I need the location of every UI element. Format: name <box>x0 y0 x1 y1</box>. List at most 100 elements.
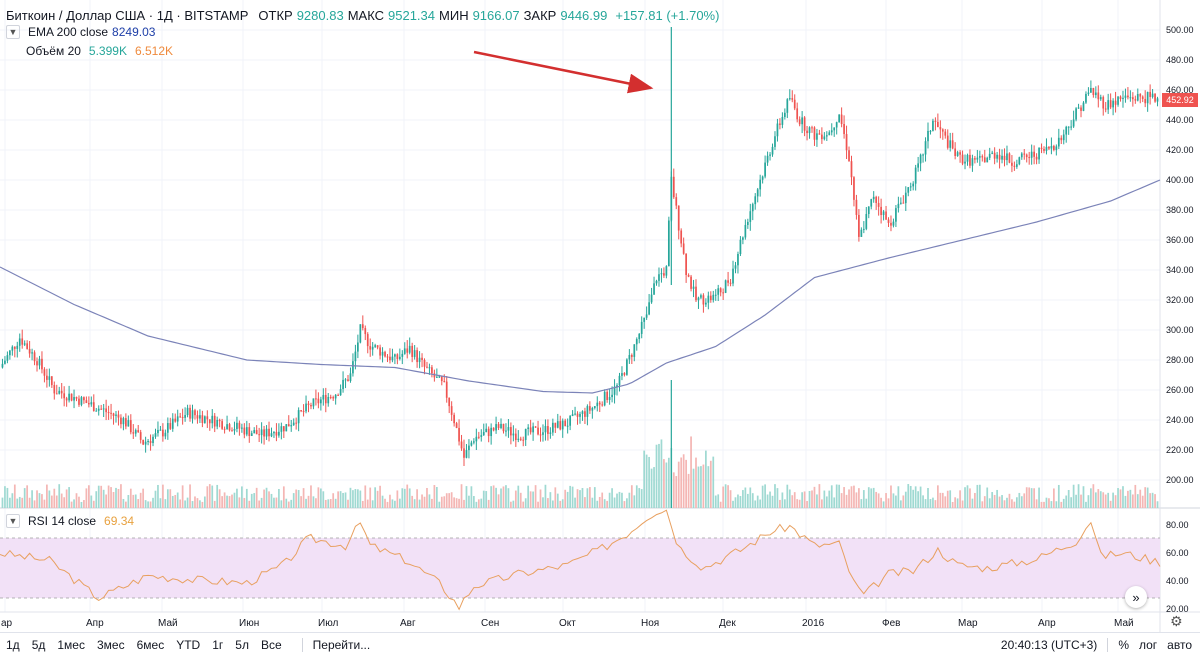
range-5d[interactable]: 5д <box>31 638 46 652</box>
volume-bar <box>981 501 984 508</box>
candle-body <box>986 157 989 163</box>
candle-body <box>23 343 26 345</box>
volume-bar <box>779 499 781 508</box>
candle-body <box>833 127 836 131</box>
candle-body <box>885 211 887 220</box>
candle-body <box>692 286 695 289</box>
range-5y[interactable]: 5л <box>235 638 249 652</box>
range-1d[interactable]: 1д <box>6 638 20 652</box>
candle-body <box>292 422 295 426</box>
volume-bar <box>41 494 43 508</box>
symbol-title[interactable]: Биткоин / Доллар США · 1Д · BITSTAMP <box>6 8 249 23</box>
percent-toggle[interactable]: % <box>1118 638 1129 652</box>
chart-canvas[interactable]: 500.00 480.00 460.00 440.00 420.00 400.00 380.… <box>0 0 1200 632</box>
candle-body <box>83 397 85 401</box>
auto-toggle[interactable]: авто <box>1167 638 1192 652</box>
candle-body <box>628 355 631 360</box>
volume-bar <box>941 492 944 508</box>
candle-body <box>92 402 95 411</box>
ema-label: EMA 200 close <box>28 25 109 39</box>
volume-bar <box>203 496 206 508</box>
candle-body <box>682 243 685 254</box>
clock[interactable]: 20:40:13 (UTC+3) <box>1000 638 1098 652</box>
volume-bar <box>470 486 473 508</box>
range-3m[interactable]: 3мес <box>96 638 125 652</box>
ema-legend[interactable]: ▼ EMA 200 close 8249.03 <box>6 25 155 39</box>
candle-body <box>1072 119 1075 127</box>
volume-bar <box>307 495 310 508</box>
candle-body <box>473 441 475 443</box>
volume-bar <box>870 488 873 508</box>
candle-body <box>302 410 305 412</box>
candle-body <box>510 427 512 436</box>
volume-bar <box>1129 489 1132 508</box>
candle-body <box>465 450 468 458</box>
candle-body <box>6 355 9 361</box>
range-all[interactable]: Все <box>260 638 282 652</box>
candle-body <box>949 140 952 148</box>
gear-icon[interactable]: ⚙ <box>1170 613 1183 629</box>
log-toggle[interactable]: лог <box>1138 638 1158 652</box>
candle-body <box>974 158 976 160</box>
candle-body <box>621 373 623 376</box>
volume-bar <box>327 499 330 508</box>
volume-bar <box>865 498 868 508</box>
candle-body <box>260 429 263 436</box>
candle-body <box>783 112 786 117</box>
volume-bar <box>944 496 947 508</box>
volume-bar <box>919 486 922 508</box>
candle-body <box>823 136 826 140</box>
volume-bar <box>137 499 140 508</box>
candle-body <box>781 116 784 125</box>
volume-bar <box>611 488 613 508</box>
volume-bar <box>480 498 483 508</box>
volume-bar <box>648 456 650 508</box>
rsi-legend[interactable]: ▼ RSI 14 close 69.34 <box>6 514 134 528</box>
candle-body <box>956 152 959 156</box>
range-1y[interactable]: 1г <box>212 638 224 652</box>
candle-body <box>389 356 391 361</box>
volume-bar <box>621 492 623 508</box>
volume-bar <box>196 498 199 508</box>
volume-bar <box>398 498 401 508</box>
volume-bar <box>324 499 327 508</box>
candle-body <box>184 415 186 418</box>
candle-body <box>571 414 574 416</box>
candle-body <box>418 357 421 363</box>
candle-body <box>354 351 357 362</box>
chevron-down-icon[interactable]: ▼ <box>6 25 20 39</box>
range-6m[interactable]: 6мес <box>136 638 165 652</box>
volume-bar <box>1045 497 1048 508</box>
volume-bar <box>87 485 90 508</box>
volume-bar <box>734 497 737 508</box>
volume-legend[interactable]: Объём 20 5.399K 6.512K <box>26 44 173 58</box>
candle-body <box>75 397 78 399</box>
volume-bar <box>389 494 391 508</box>
candle-body <box>727 280 729 283</box>
candle-body <box>258 434 261 436</box>
candle-body <box>463 448 465 458</box>
range-1m[interactable]: 1мес <box>57 638 85 652</box>
candle-body <box>1139 94 1142 97</box>
chevron-down-icon[interactable]: ▼ <box>6 514 20 528</box>
volume-bar <box>964 487 966 508</box>
candle-body <box>904 192 907 204</box>
volume-bar <box>702 464 705 508</box>
volume-bar <box>13 484 16 508</box>
candle-body <box>744 224 747 238</box>
volume-bar <box>914 486 917 508</box>
volume-bar <box>848 489 850 508</box>
volume-bar <box>423 496 426 508</box>
goto-button[interactable]: Перейти... <box>301 638 370 652</box>
volume-bar <box>117 489 120 508</box>
range-ytd[interactable]: YTD <box>176 638 201 652</box>
volume-bar <box>539 489 542 508</box>
scroll-to-realtime-button[interactable]: » <box>1125 586 1147 608</box>
volume-bar <box>181 485 184 508</box>
volume-bar <box>519 492 522 508</box>
candle-body <box>361 324 364 329</box>
volume-bar <box>1102 492 1105 508</box>
candle-body <box>201 415 204 423</box>
volume-bar <box>421 494 423 508</box>
candle-body <box>164 432 167 437</box>
